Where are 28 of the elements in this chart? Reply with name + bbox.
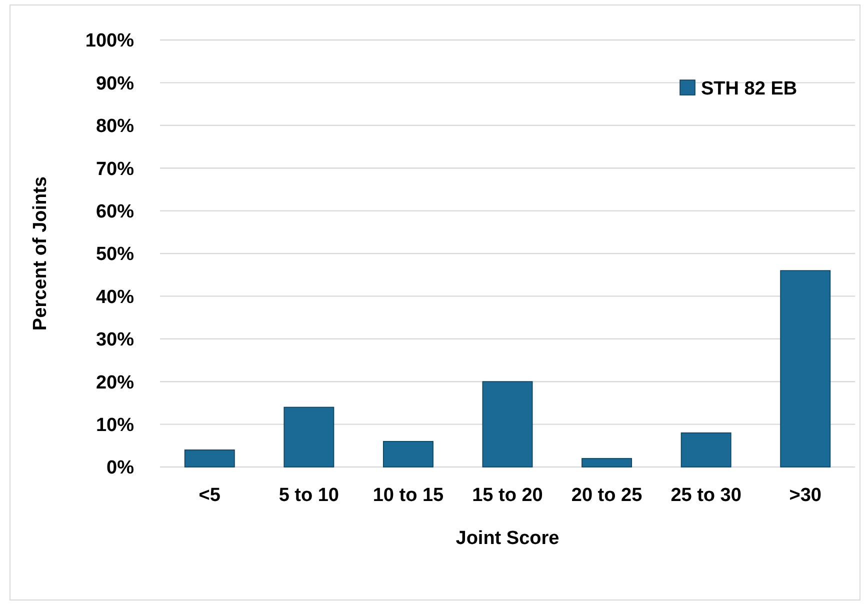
bar: [582, 458, 632, 468]
x-tick-label: 5 to 10: [278, 485, 340, 506]
legend-label: STH 82 EB: [701, 78, 798, 100]
x-tick-label: 15 to 20: [472, 485, 543, 506]
x-tick-label: <5: [198, 485, 221, 506]
y-tick-label: 80%: [96, 116, 134, 138]
bar: [780, 270, 831, 468]
y-tick-label: 90%: [96, 73, 134, 94]
bar: [284, 406, 334, 468]
x-axis-title: Joint Score: [456, 528, 560, 549]
x-tick-label: 20 to 25: [571, 485, 643, 506]
y-tick-label: 20%: [96, 372, 134, 394]
y-tick-label: 10%: [96, 414, 134, 436]
bar: [680, 432, 732, 468]
y-tick-label: 60%: [96, 201, 134, 222]
bar: [184, 450, 235, 468]
x-tick-label: 10 to 15: [372, 485, 444, 506]
y-axis-title: Percent of Joints: [30, 176, 51, 331]
x-tick-label: >30: [789, 485, 822, 506]
y-tick-label: 30%: [96, 330, 134, 351]
bar: [482, 381, 533, 468]
y-tick-label: 100%: [85, 30, 134, 52]
bar: [382, 440, 434, 468]
y-tick-label: 70%: [96, 158, 134, 180]
y-tick-label: 50%: [96, 244, 134, 266]
y-tick-label: 0%: [106, 458, 134, 479]
x-tick-label: 25 to 30: [670, 485, 742, 506]
y-tick-label: 40%: [96, 286, 134, 308]
